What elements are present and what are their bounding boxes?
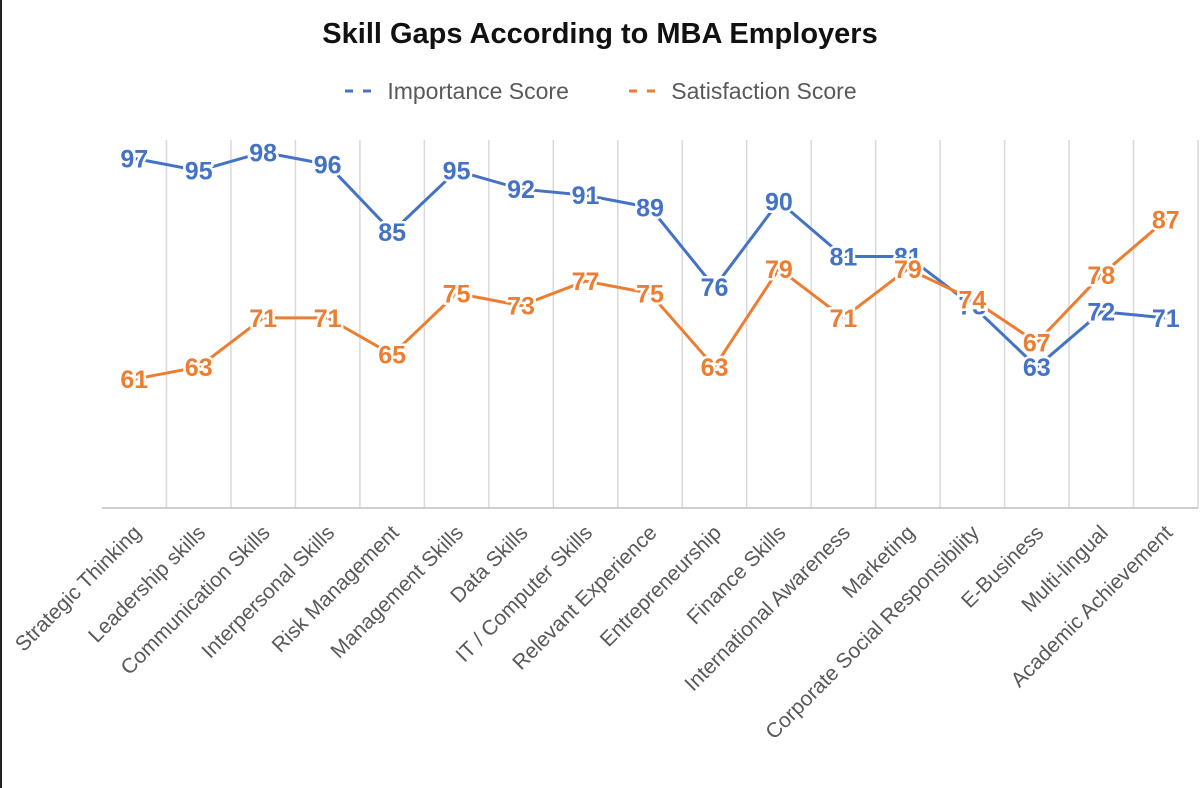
data-label: 87 [1152,207,1180,235]
data-label: 71 [249,305,277,333]
data-label: 71 [830,305,858,333]
data-label: 78 [1087,262,1115,290]
data-label: 61 [120,366,148,394]
chart-legend: Importance Score Satisfaction Score [0,76,1200,105]
data-label: 91 [572,182,600,210]
legend-item-importance: Importance Score [343,78,569,105]
data-label: 95 [443,158,471,186]
series-line-importance [132,150,1168,369]
data-label: 79 [894,256,922,284]
frame-edge [0,0,2,788]
data-label: 74 [958,286,986,314]
data-label: 81 [830,244,858,272]
legend-swatch-satisfaction [629,89,666,93]
x-tick-label: Entrepreneurship [596,521,726,651]
legend-item-satisfaction: Satisfaction Score [627,77,857,105]
data-label: 75 [443,280,471,308]
data-label: 96 [314,152,342,180]
data-label: 85 [378,219,406,247]
legend-label-satisfaction: Satisfaction Score [671,77,857,104]
data-label: 72 [1087,299,1115,327]
data-label: 76 [701,274,729,302]
data-label: 77 [572,268,600,296]
x-tick-label: Leadership skills [84,521,210,647]
legend-swatch-importance [345,89,382,93]
data-label: 71 [314,305,342,333]
data-label: 81 [894,244,922,272]
data-label: 67 [1023,329,1051,357]
data-label: 98 [249,139,277,167]
chart-title: Skill Gaps According to MBA Employers [322,18,878,50]
series-line-satisfaction [132,218,1168,381]
data-label: 71 [1152,305,1180,333]
data-label: 92 [507,176,535,204]
data-label: 89 [636,194,664,222]
data-label: 65 [378,342,406,370]
legend-label-importance: Importance Score [387,77,569,104]
data-label: 73 [507,293,535,321]
data-label: 79 [765,256,793,284]
data-label: 63 [1023,354,1051,382]
data-label: 97 [120,145,148,173]
data-label: 63 [701,354,729,382]
data-label: 95 [185,158,213,186]
data-label: 90 [765,188,793,216]
data-label: 75 [636,280,664,308]
data-label: 63 [185,354,213,382]
data-label: 73 [958,293,986,321]
